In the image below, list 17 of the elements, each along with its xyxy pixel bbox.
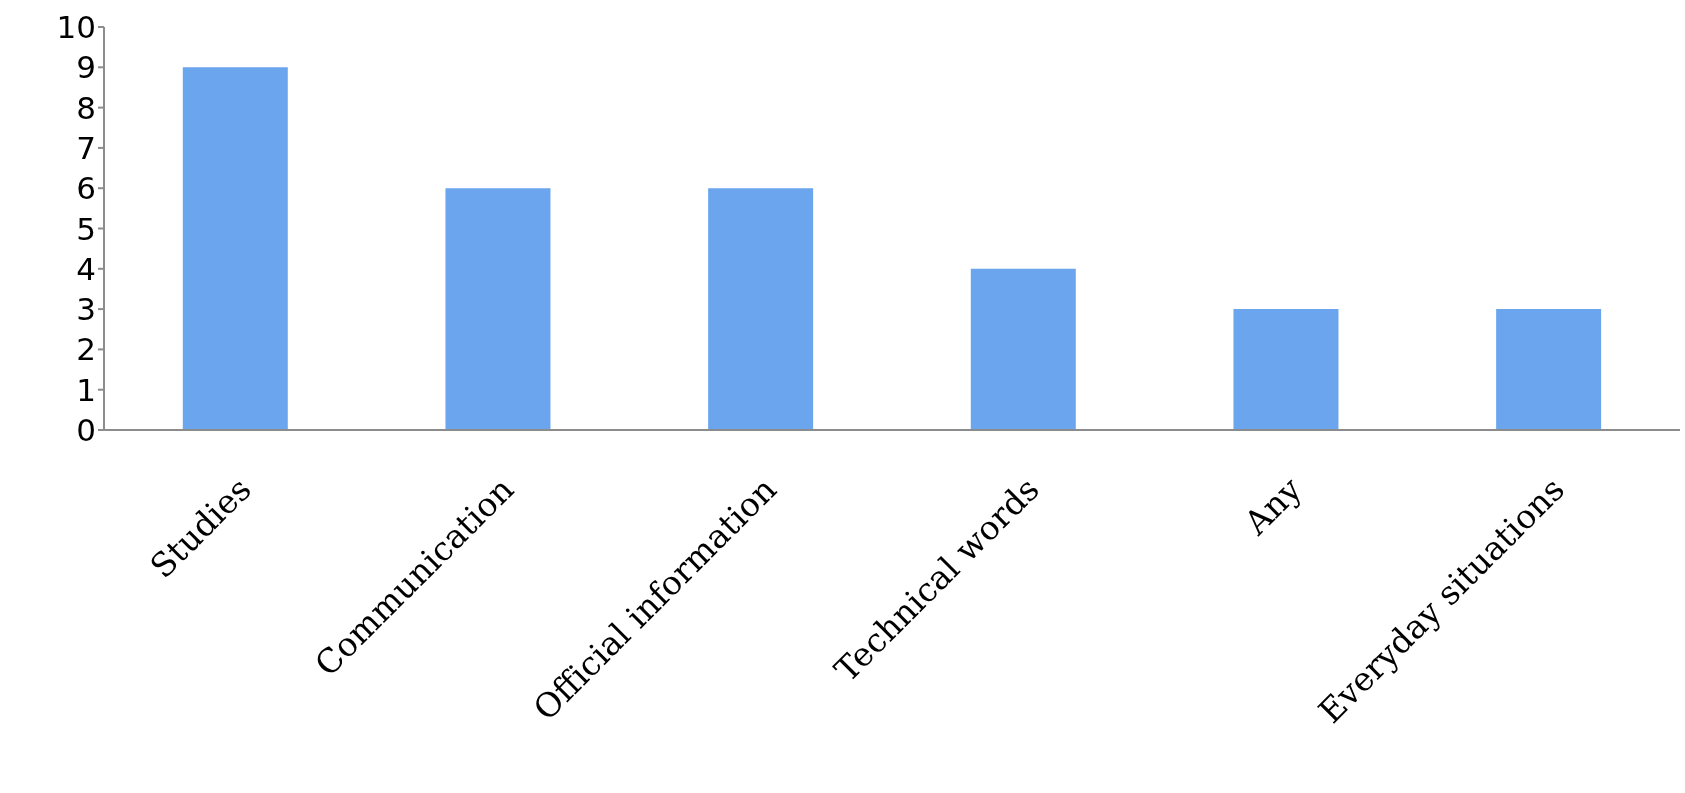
y-tick-label: 10 xyxy=(56,9,96,46)
y-tick-label: 8 xyxy=(76,89,96,126)
y-tick-label: 1 xyxy=(76,371,96,408)
y-tick-label: 7 xyxy=(76,129,96,166)
bar xyxy=(1233,309,1339,430)
y-tick-label: 5 xyxy=(76,210,96,247)
bar xyxy=(970,268,1076,430)
y-tick-label: 9 xyxy=(76,49,96,86)
bar xyxy=(1496,309,1602,430)
y-tick-label: 2 xyxy=(76,331,96,368)
y-tick-label: 6 xyxy=(76,170,96,207)
bar xyxy=(445,188,551,430)
bar xyxy=(182,67,288,430)
y-tick-label: 4 xyxy=(76,250,96,287)
y-tick-label: 0 xyxy=(76,412,96,449)
y-tick-label: 3 xyxy=(76,291,96,328)
bar xyxy=(708,188,814,430)
